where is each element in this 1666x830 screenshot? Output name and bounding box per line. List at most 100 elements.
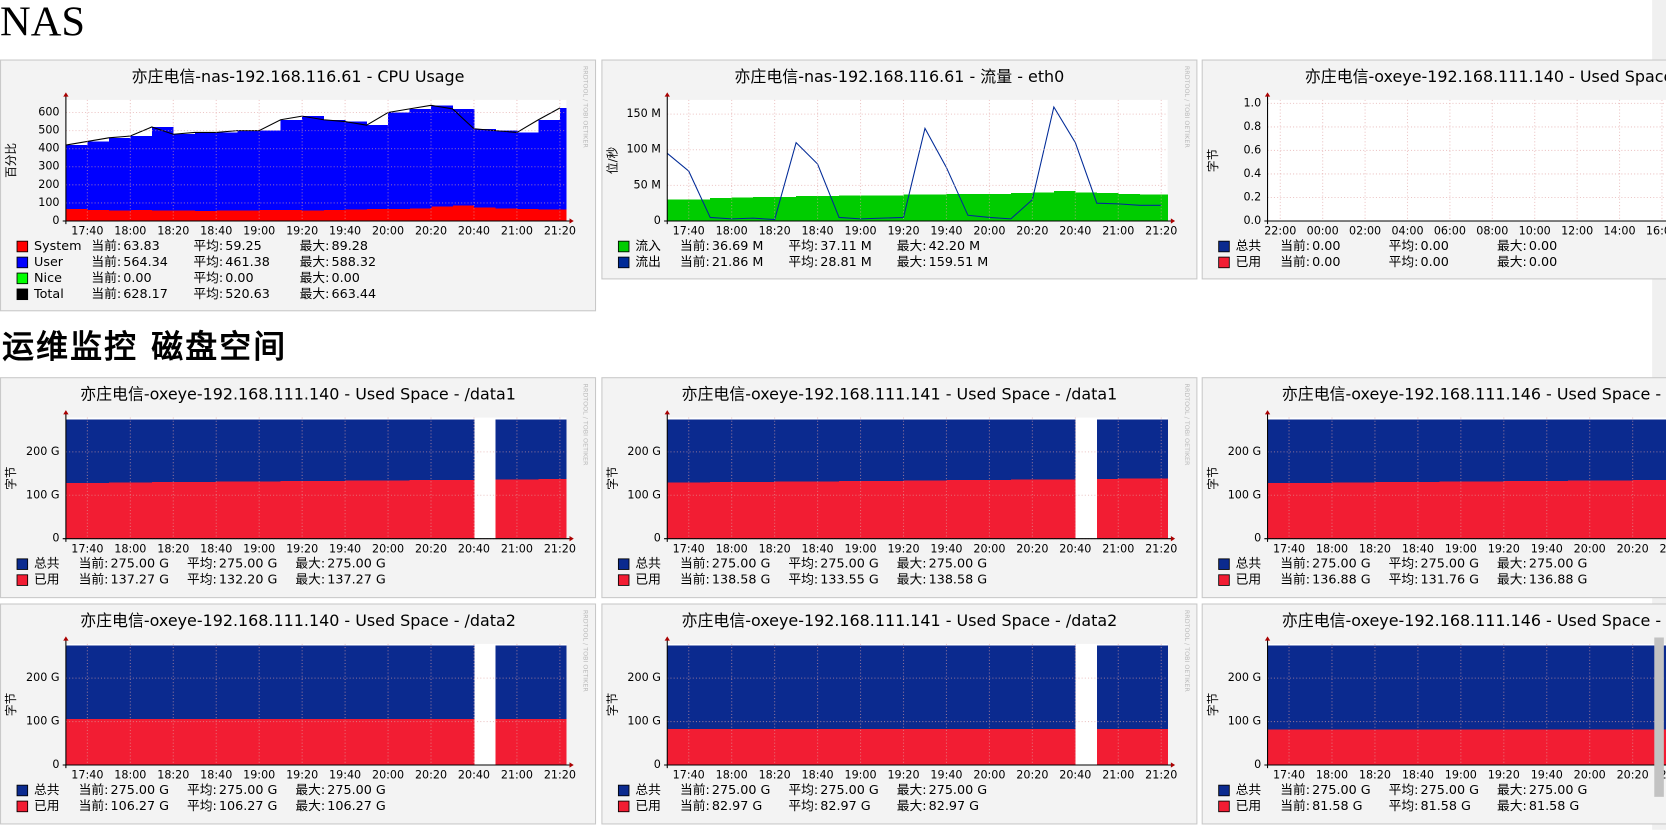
legend-stat-value: 275.00 G <box>1312 783 1370 798</box>
legend-stat-label: 平均: <box>187 799 217 814</box>
legend-stat-label: 平均: <box>187 783 217 798</box>
area-step <box>860 728 883 765</box>
area-step <box>366 125 389 210</box>
x-tick-label: 19:40 <box>930 225 962 238</box>
area-step <box>108 482 131 539</box>
legend-stat-label: 当前: <box>91 238 121 254</box>
area-step <box>366 209 389 221</box>
area-step <box>967 728 990 765</box>
area-step <box>495 479 518 539</box>
area-step <box>753 481 776 539</box>
x-tick-label: 21:00 <box>501 542 533 555</box>
area-step <box>345 209 368 221</box>
x-tick-label: 20:00 <box>1574 542 1606 555</box>
x-tick-label: 19:00 <box>243 769 275 782</box>
area-step <box>860 480 883 539</box>
y-axis-label: 字节 <box>606 466 620 490</box>
legend-stat-label: 最大: <box>295 799 325 814</box>
x-tick-label: 18:40 <box>200 225 232 238</box>
x-tick-label: 20:00 <box>973 225 1005 238</box>
x-tick-label: 18:00 <box>716 225 748 238</box>
watermark: RRDTOOL / TOBI OETIKER <box>581 66 589 148</box>
graph-title: 亦庄电信-oxeye-192.168.111.140 - Used Space … <box>80 611 516 630</box>
y-tick-label: 200 G <box>1228 671 1261 684</box>
area-step <box>710 482 733 539</box>
area-step <box>989 479 1012 539</box>
area-step <box>173 718 196 765</box>
area-step <box>731 482 754 539</box>
x-tick-label: 20:20 <box>1617 542 1649 555</box>
legend-stat-value: 0.00 <box>1312 239 1340 254</box>
x-tick-label: 20:00 <box>1574 769 1606 782</box>
legend-stat-value: 37.11 M <box>820 239 872 254</box>
area-step <box>1118 478 1141 539</box>
area-step <box>216 210 239 221</box>
area-step <box>473 128 496 208</box>
area-step <box>1118 193 1141 221</box>
x-tick-label: 18:40 <box>802 769 834 782</box>
section-heading: 运维监控 磁盘空间 <box>2 327 287 365</box>
scrollbar-thumb[interactable] <box>1654 637 1664 797</box>
y-tick-label: 200 <box>38 178 59 191</box>
y-tick-label: 600 <box>38 106 59 119</box>
graph-card: 亦庄电信-oxeye-192.168.111.140 - Used Space … <box>1201 59 1666 280</box>
legend-swatch <box>16 800 29 813</box>
area-step <box>860 195 883 221</box>
area-step <box>216 132 239 211</box>
legend-stat-value: 106.27 G <box>111 799 169 814</box>
x-tick-label: 19:20 <box>286 769 318 782</box>
area-step <box>65 145 88 210</box>
area-step <box>173 134 196 211</box>
x-tick-label: 20:00 <box>372 225 404 238</box>
area-step <box>1331 729 1354 765</box>
legend-stat-label: 平均: <box>1389 557 1419 572</box>
y-tick-label: 300 <box>38 160 59 173</box>
legend-stat-label: 平均: <box>1389 783 1419 798</box>
watermark: RRDTOOL / TOBI OETIKER <box>581 610 589 692</box>
area-step <box>302 210 325 221</box>
legend-stat-value: 138.58 G <box>712 573 770 588</box>
legend-swatch <box>1218 574 1230 586</box>
legend-stat-label: 当前: <box>79 782 109 798</box>
area-step <box>1161 728 1169 765</box>
series-line <box>65 104 561 146</box>
x-tick-label: 18:20 <box>1359 769 1391 782</box>
area-step <box>216 481 239 539</box>
y-tick-label: 0 <box>52 214 59 227</box>
area-step <box>1482 481 1505 539</box>
x-tick-label: 20:20 <box>1016 769 1048 782</box>
legend-stat-label: 最大: <box>1497 573 1527 588</box>
legend-stat-value: 82.97 G <box>820 799 870 814</box>
area-step <box>1589 480 1612 539</box>
x-tick-label: 19:20 <box>286 225 318 238</box>
x-tick-label: 19:00 <box>243 542 275 555</box>
x-tick-label: 18:40 <box>1402 542 1434 555</box>
graph-title: 亦庄电信-oxeye-192.168.111.140 - Used Space … <box>80 385 516 404</box>
x-tick-label: 18:40 <box>200 542 232 555</box>
x-tick-label: 21:00 <box>501 225 533 238</box>
area-step <box>259 210 282 221</box>
area-step <box>130 210 153 221</box>
area-step <box>817 481 840 539</box>
area-step <box>151 718 174 765</box>
legend-stat-value: 275.00 G <box>219 783 277 798</box>
area-step <box>1654 479 1666 539</box>
graph-card: 亦庄电信-oxeye-192.168.111.141 - Used Space … <box>601 603 1198 825</box>
y-axis-arrow <box>63 636 69 641</box>
graph-card: 亦庄电信-oxeye-192.168.111.140 - Used Space … <box>0 603 597 825</box>
x-tick-label: 19:20 <box>887 769 919 782</box>
y-tick-label: 150 M <box>626 107 660 120</box>
legend-stat-value: 89.28 <box>332 239 368 254</box>
area-step <box>796 728 819 765</box>
legend-stat-label: 最大: <box>295 783 325 798</box>
area-step <box>151 482 174 539</box>
area-step <box>1525 729 1548 765</box>
x-tick-label: 20:00 <box>372 542 404 555</box>
legend-stat-value: 0.00 <box>332 271 360 286</box>
legend-swatch <box>16 256 29 269</box>
legend-name: 总共 <box>34 783 60 798</box>
y-tick-label: 0.0 <box>1243 214 1261 227</box>
legend-stat-value: 81.58 G <box>1529 799 1579 814</box>
area-step <box>1353 729 1376 765</box>
